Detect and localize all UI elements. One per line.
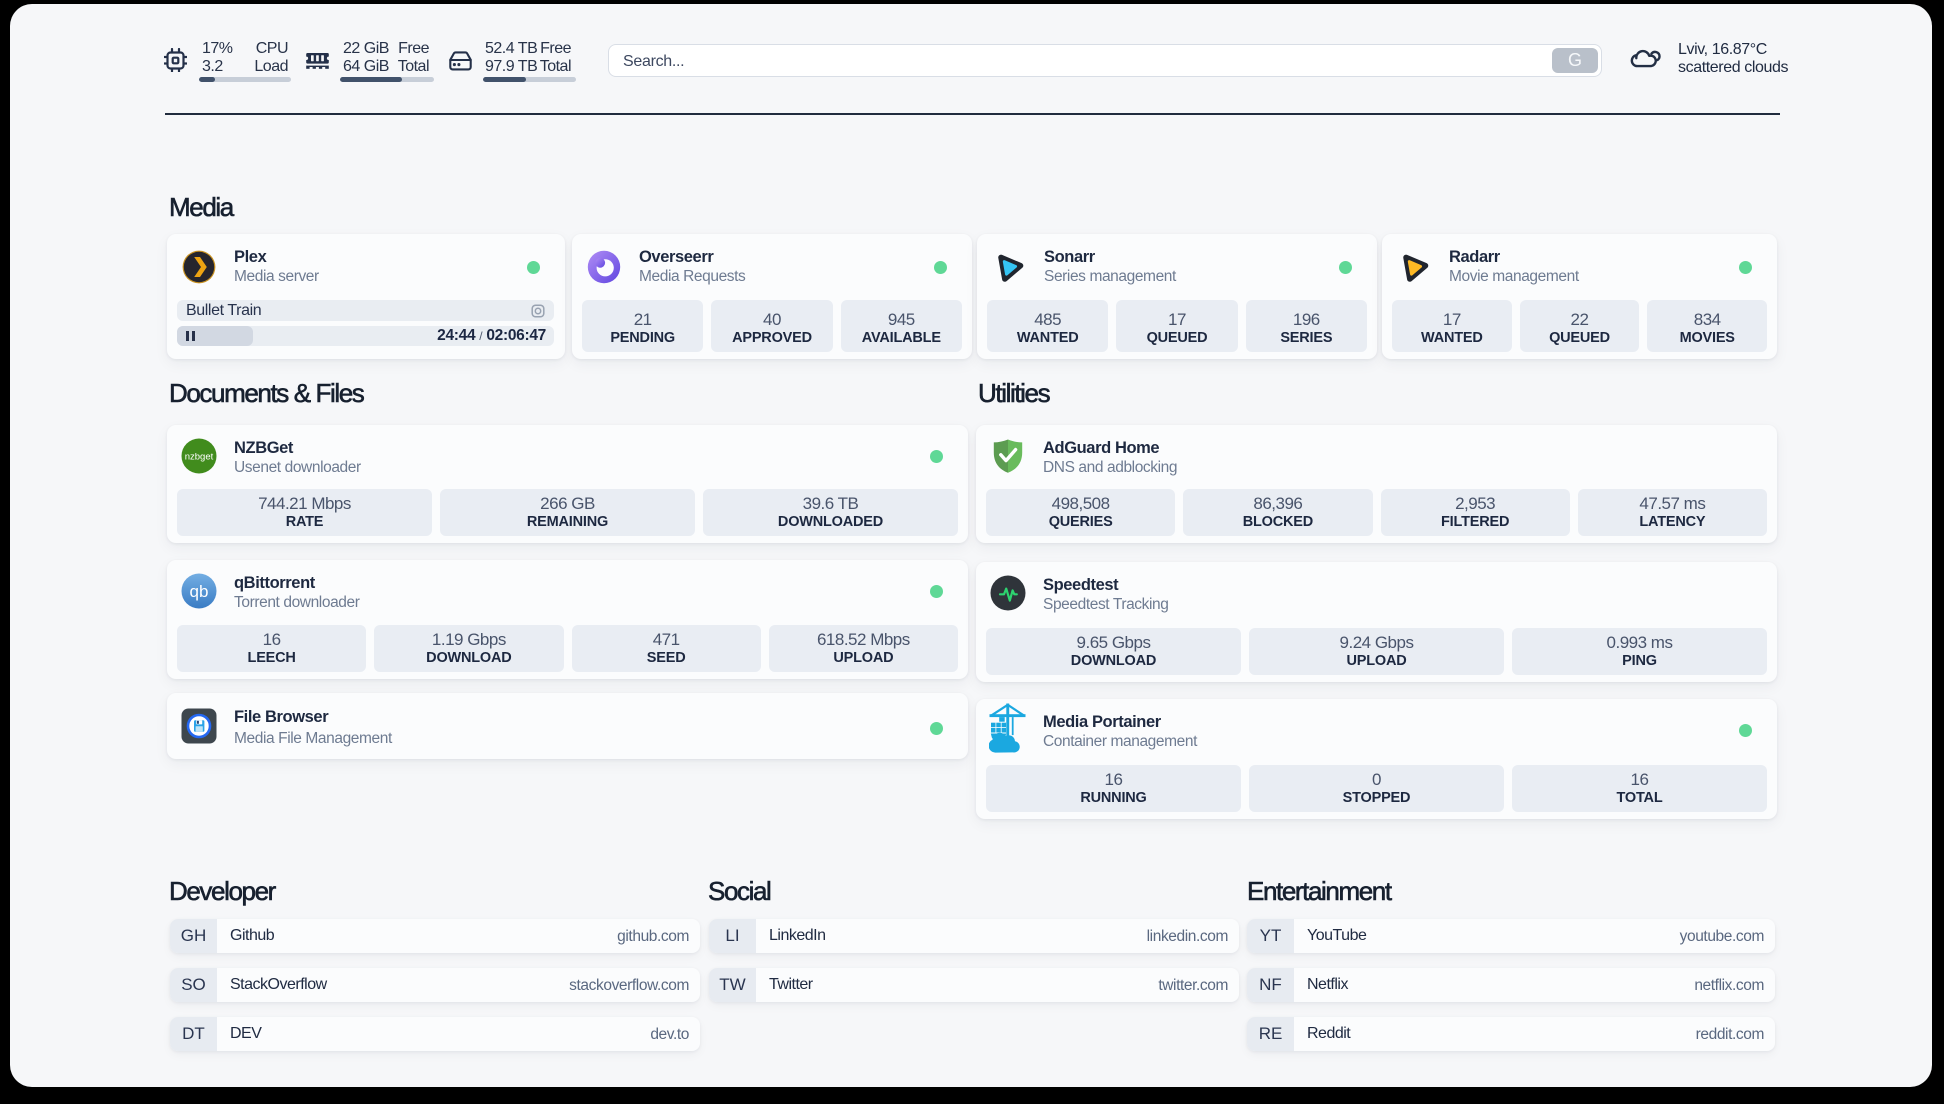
svg-text:nzbget: nzbget <box>185 451 214 462</box>
svg-text:qb: qb <box>190 582 209 601</box>
